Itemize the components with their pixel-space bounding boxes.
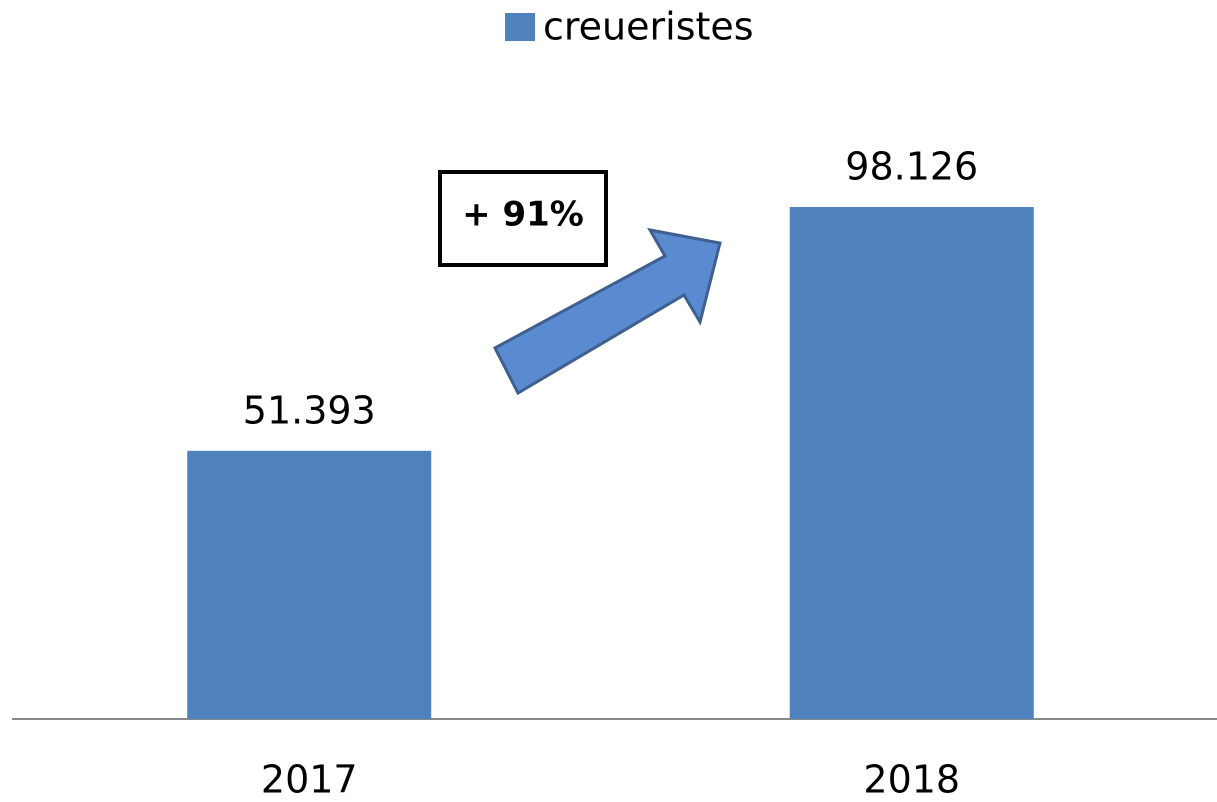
x-tick-label: 2018: [863, 758, 960, 802]
annotation-box: [438, 170, 608, 267]
annotation: + 91%: [462, 195, 584, 235]
bar: [187, 450, 432, 719]
bar: [789, 207, 1034, 719]
value-label: 51.393: [243, 388, 376, 432]
legend-swatch: [505, 13, 535, 41]
growth-arrow: [492, 227, 722, 396]
value-label: 98.126: [845, 145, 978, 189]
legend-label: creueristes: [543, 5, 754, 49]
x-tick-label: 2017: [261, 758, 358, 802]
